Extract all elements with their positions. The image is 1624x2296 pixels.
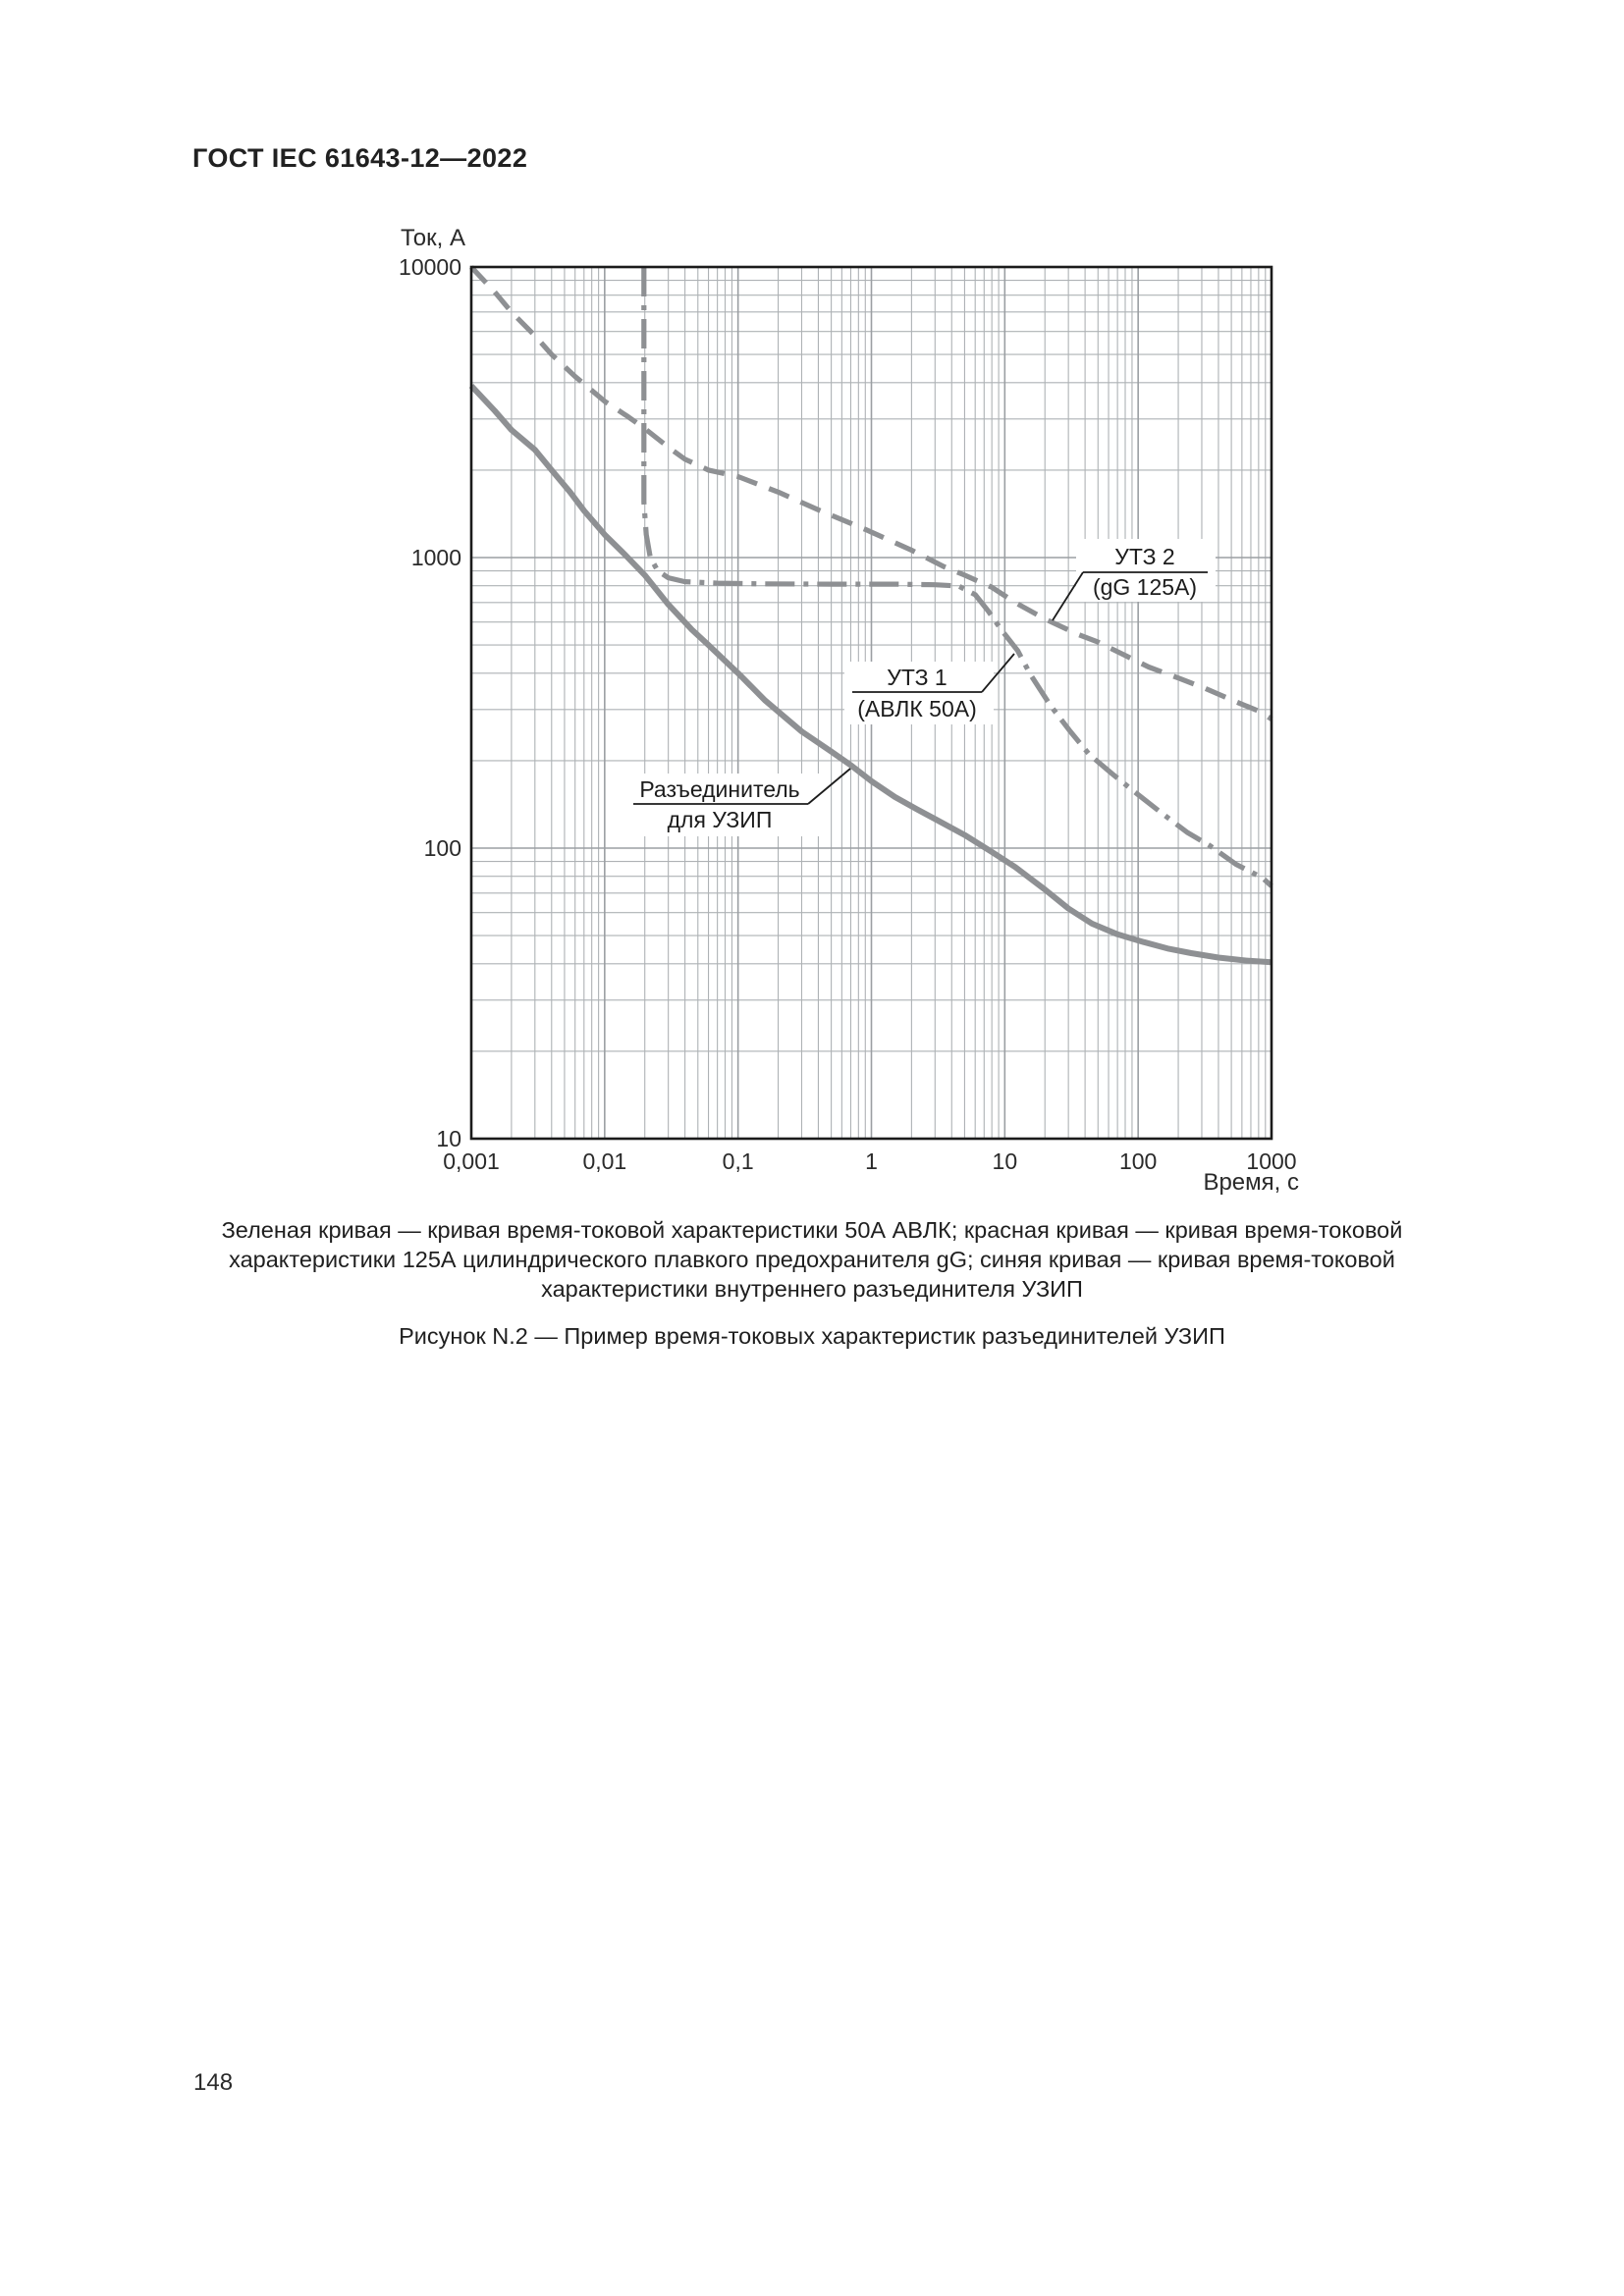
x-tick-label: 100 [1119, 1148, 1157, 1174]
page-number: 148 [193, 2069, 234, 2096]
x-tick-label: 0,01 [582, 1148, 626, 1174]
x-tick-label: 1 [865, 1148, 878, 1174]
plot-border [469, 265, 1273, 1141]
y-tick-label: 1000 [411, 545, 461, 570]
figure-description-line: Зеленая кривая — кривая время-токовой ха… [221, 1217, 1403, 1243]
x-axis-title: Время, с [1203, 1169, 1299, 1196]
callout-leader-line [807, 768, 851, 805]
y-tick-label: 10 [436, 1126, 461, 1151]
callout-label-bottom: для УЗИП [668, 807, 773, 832]
callout-utz1: УТЗ 1 (АВЛК 50А) [844, 653, 1015, 724]
curve-utz2 [469, 265, 1273, 721]
callout-label-bottom: (АВЛК 50А) [857, 696, 977, 721]
callout-disconnector: Разъединитель для УЗИП [626, 768, 851, 836]
time-current-chart: 0,001 0,01 0,1 1 10 100 1000 10 100 1000 10000 Ток,… [399, 225, 1299, 1196]
callout-bg [1076, 539, 1216, 602]
callout-bg [626, 774, 821, 836]
callout-bg [844, 662, 994, 724]
x-tick-label: 1000 [1246, 1148, 1296, 1174]
y-tick-label: 100 [424, 835, 461, 861]
y-axis-title: Ток, А [401, 225, 465, 251]
callout-utz2: УТЗ 2 (gG 125А) [1052, 539, 1216, 621]
callout-label-bottom: (gG 125А) [1093, 574, 1197, 600]
callout-leader-line [1052, 571, 1084, 621]
callout-label-top: УТЗ 2 [1114, 544, 1174, 569]
y-tick-label: 10000 [399, 254, 461, 280]
callout-label-top: УТЗ 1 [887, 665, 947, 690]
x-tick-label: 10 [993, 1148, 1018, 1174]
x-tick-label: 0,1 [723, 1148, 754, 1174]
figure-description: Зеленая кривая — кривая время-токовой ха… [69, 1215, 1555, 1304]
callout-label-top: Разъединитель [639, 776, 799, 802]
curve-disconnector [468, 383, 1272, 966]
callout-leader-line [981, 653, 1015, 693]
document-header: ГОСТ IEC 61643-12—2022 [192, 143, 528, 173]
figure-description-line: характеристики внутреннего разъединителя… [541, 1276, 1083, 1302]
x-tick-label: 0,001 [443, 1148, 500, 1174]
figure-description-line: характеристики 125А цилиндрического плав… [229, 1247, 1395, 1272]
figure-caption: Рисунок N.2 — Пример время-токовых харак… [399, 1323, 1225, 1349]
curve-utz1 [641, 267, 1273, 888]
axis-ticks: 0,001 0,01 0,1 1 10 100 1000 10 100 1000 10000 [399, 254, 1297, 1174]
